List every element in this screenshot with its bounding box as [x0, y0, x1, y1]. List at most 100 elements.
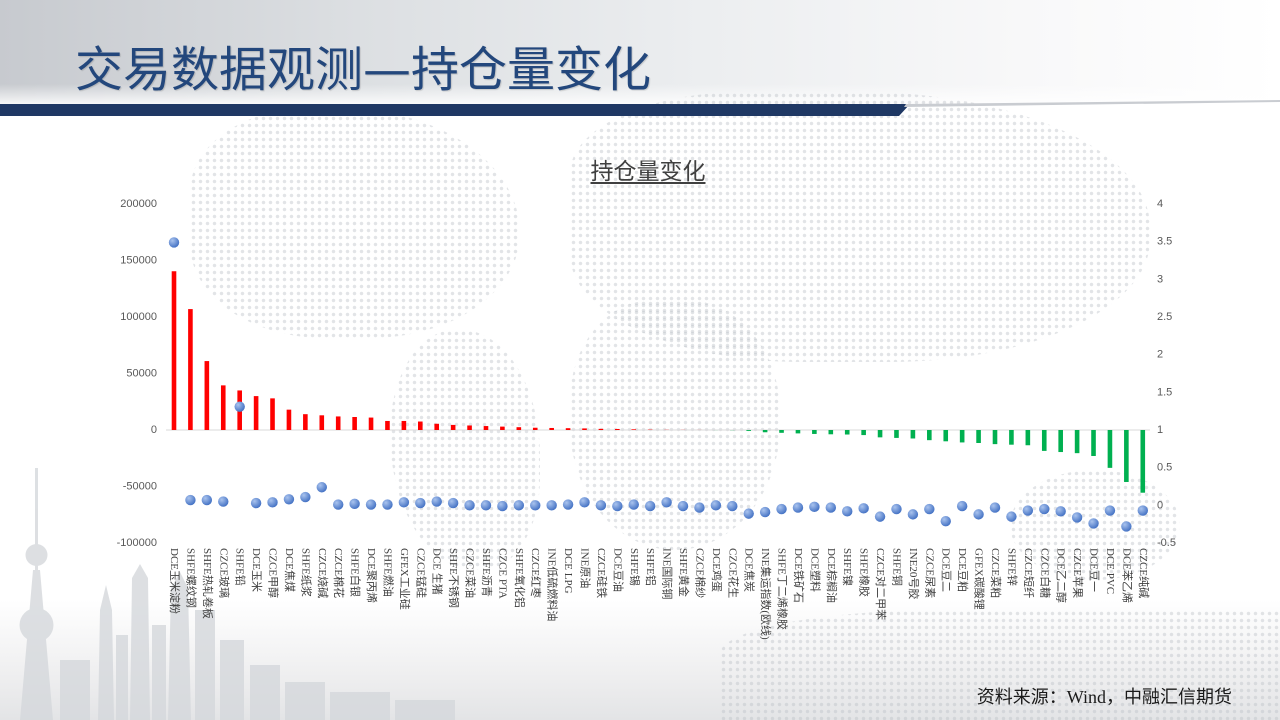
- bar-12: [352, 417, 357, 430]
- category-label: DCE塑料: [808, 548, 822, 592]
- dot-50: [973, 509, 984, 520]
- header-stripe: [0, 100, 1280, 116]
- category-label: SHFE热轧卷板: [201, 548, 215, 619]
- building-silhouette: [152, 625, 166, 720]
- right-axis-tick-label: 0.5: [1157, 462, 1172, 474]
- dot-27: [595, 500, 607, 511]
- category-label: SHFE燃油: [381, 548, 395, 597]
- dot-48: [940, 515, 951, 527]
- category-label: SHFE不锈钢: [447, 548, 460, 608]
- dot-series: [168, 237, 1148, 532]
- chart-title: 持仓量变化: [590, 159, 706, 185]
- right-axis-tick-label: 3: [1157, 273, 1163, 285]
- category-label: CZCE花生: [726, 548, 740, 598]
- category-label: CZCE甲醇: [267, 548, 281, 598]
- bar-51: [992, 430, 998, 445]
- category-label: SHFE铝: [644, 548, 658, 586]
- dot-52: [1006, 511, 1017, 522]
- building-silhouette: [116, 635, 128, 720]
- building-silhouette: [60, 660, 90, 720]
- category-label: SHFE镍: [841, 548, 855, 586]
- category-label: CZCE对二甲苯: [874, 548, 888, 620]
- category-label: CZCE苹果: [1071, 548, 1085, 598]
- bar-22: [516, 427, 522, 430]
- right-axis-tick-label: 3.5: [1157, 236, 1172, 248]
- dot-43: [858, 503, 869, 514]
- left-axis: 200000 150000 100000 50000 0 -50000 -100000: [117, 198, 157, 549]
- bar-56: [1074, 430, 1080, 454]
- category-label: INE原油: [579, 548, 593, 588]
- bar-44: [877, 430, 883, 438]
- category-label: CZCE烧碱: [316, 548, 329, 598]
- bar-40: [812, 430, 817, 434]
- dot-9: [300, 491, 311, 503]
- dot-47: [924, 503, 935, 515]
- dot-56: [1071, 512, 1083, 523]
- bar-46: [910, 430, 916, 439]
- bar-18: [450, 424, 456, 430]
- category-label: SHFE锡: [628, 548, 642, 586]
- tv-tower-legs: [20, 570, 53, 720]
- dot-29: [628, 499, 639, 510]
- bar-26: [582, 428, 587, 430]
- dot-41: [825, 502, 836, 513]
- category-label: DCE豆粕: [956, 548, 970, 592]
- bar-52: [1009, 430, 1014, 445]
- category-label: CZCE尿素: [923, 548, 936, 598]
- building-silhouette: [220, 640, 244, 720]
- bar-55: [1058, 430, 1063, 453]
- category-label: SHFE铅: [234, 548, 248, 586]
- bar-8: [286, 409, 292, 430]
- dot-49: [956, 500, 968, 512]
- skyscraper-silhouette: [98, 585, 114, 720]
- category-label: DCE焦炭: [743, 548, 756, 592]
- dot-24: [546, 500, 557, 511]
- dot-23: [530, 500, 541, 511]
- category-label: CZCE白糖: [1038, 548, 1052, 598]
- source-note: 资料来源：Wind，中融汇信期货: [976, 687, 1232, 707]
- category-label: SHFE橡胶: [858, 548, 872, 597]
- category-label: SHFE纸浆: [299, 548, 313, 597]
- map-dots-eurasia: [570, 92, 1150, 362]
- bar-16: [418, 421, 423, 430]
- dot-44: [874, 511, 886, 522]
- dot-3: [201, 494, 213, 506]
- dot-39: [792, 502, 804, 513]
- dot-57: [1088, 518, 1099, 529]
- category-label: SHFE沥青: [480, 548, 493, 597]
- dot-11: [333, 499, 344, 510]
- dot-55: [1055, 506, 1066, 517]
- dot-1: [168, 237, 180, 248]
- bar-23: [532, 427, 538, 430]
- bar-1: [171, 271, 177, 430]
- category-label: CZCE纯碱: [1137, 548, 1150, 598]
- bar-14: [385, 420, 390, 430]
- category-label: SHFE螺纹钢: [184, 548, 198, 608]
- bar-28: [615, 428, 620, 430]
- bar-58: [1107, 430, 1113, 468]
- skyscraper-silhouette: [168, 572, 191, 720]
- map-dots-bottom-honeycomb: [720, 610, 1280, 720]
- category-label: CZCE短纤: [1022, 548, 1036, 598]
- dot-10: [316, 482, 327, 493]
- left-axis-tick-label: 100000: [120, 311, 157, 323]
- dot-42: [842, 506, 853, 517]
- right-axis-tick-label: 0: [1157, 499, 1163, 511]
- dot-12: [349, 498, 360, 510]
- slide-title: 交易数据观测—持仓量变化: [75, 42, 652, 98]
- category-label: INE国际铜: [661, 548, 675, 599]
- left-axis-tick-label: 200000: [120, 198, 157, 210]
- dot-6: [250, 497, 262, 509]
- building-silhouette: [330, 692, 390, 720]
- header-stripe-band: [0, 104, 910, 116]
- header-highlight: [0, 84, 1280, 104]
- dot-37: [759, 506, 771, 518]
- dot-54: [1039, 503, 1050, 515]
- category-label: CZCE菜油: [464, 548, 478, 598]
- left-axis-tick-label: 150000: [120, 255, 157, 267]
- header-stripe-trail: [904, 100, 1280, 107]
- dot-31: [661, 497, 672, 508]
- category-label: INE集运指数(欧线): [759, 548, 773, 640]
- dot-18: [447, 497, 459, 509]
